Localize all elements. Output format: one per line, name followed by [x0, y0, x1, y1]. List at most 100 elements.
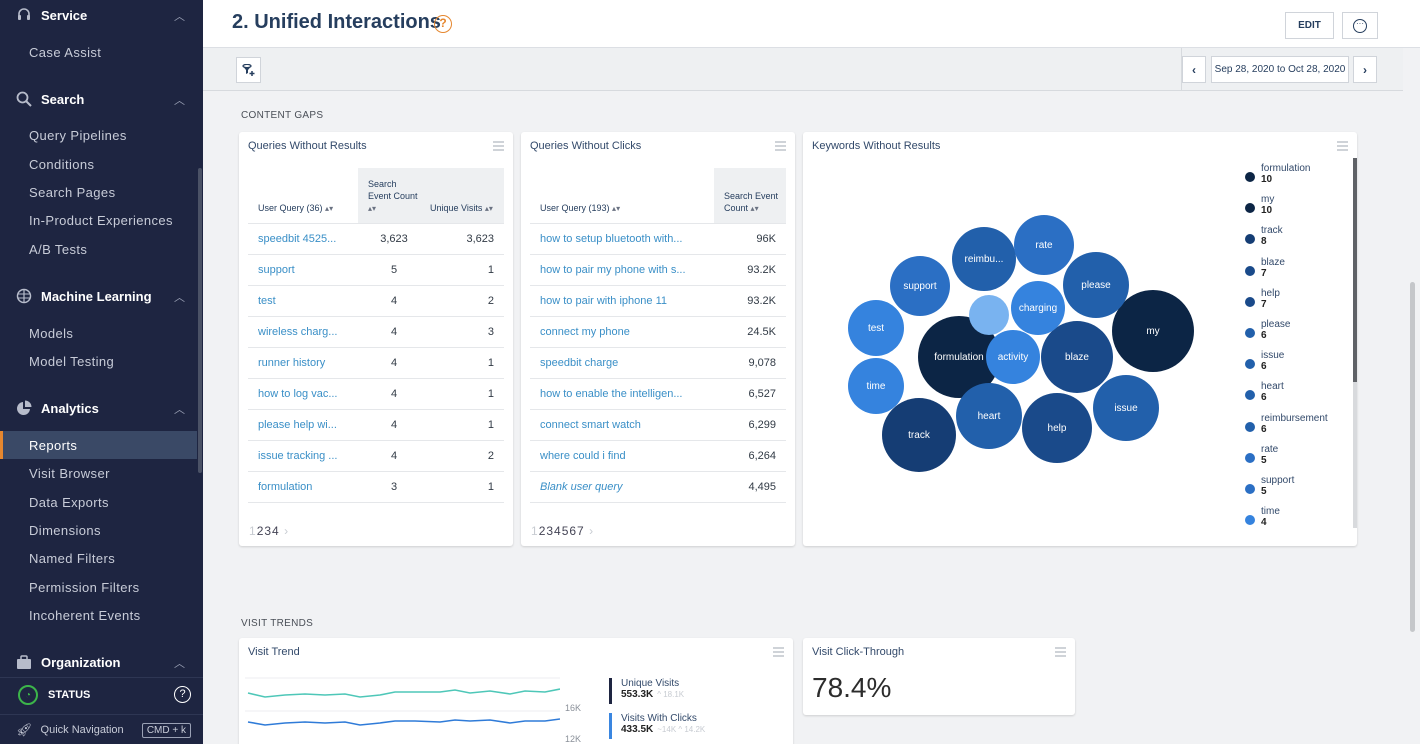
- table-row[interactable]: how to log vac... 4 1: [248, 377, 504, 409]
- query-link[interactable]: formulation: [248, 470, 358, 503]
- chevron-up-icon[interactable]: ︿: [174, 292, 185, 304]
- column-header-search-event-count[interactable]: Search Event Count ▴▾: [358, 168, 420, 223]
- table-row[interactable]: how to pair my phone with s... 93.2K: [530, 253, 786, 285]
- export-icon[interactable]: [1337, 141, 1348, 151]
- legend-item[interactable]: my 10: [1245, 194, 1274, 216]
- sidebar-item-model-testing[interactable]: Model Testing: [29, 353, 115, 369]
- table-row[interactable]: formulation 3 1: [248, 470, 504, 503]
- chevron-up-icon[interactable]: ︿: [174, 658, 185, 670]
- page-links[interactable]: 234: [256, 524, 280, 538]
- date-range-picker[interactable]: Sep 28, 2020 to Oct 28, 2020: [1211, 56, 1349, 83]
- query-link[interactable]: Blank user query: [530, 470, 714, 503]
- help-icon[interactable]: ?: [434, 15, 452, 33]
- bubble-help[interactable]: help: [1022, 393, 1092, 463]
- add-filter-button[interactable]: [236, 57, 261, 83]
- more-options-button[interactable]: ···: [1342, 12, 1378, 39]
- sidebar-item-reports[interactable]: Reports: [0, 431, 197, 459]
- sidebar-item-data-exports[interactable]: Data Exports: [29, 494, 109, 510]
- bubble-small[interactable]: [969, 295, 1009, 335]
- query-link[interactable]: wireless charg...: [248, 315, 358, 347]
- table-row[interactable]: connect my phone 24.5K: [530, 315, 786, 347]
- sidebar-item-in-product-experiences[interactable]: In-Product Experiences: [29, 212, 173, 228]
- sidebar-item-case-assist[interactable]: Case Assist: [29, 44, 102, 60]
- bubble-my[interactable]: my: [1112, 290, 1194, 372]
- query-link[interactable]: please help wi...: [248, 408, 358, 440]
- legend-item[interactable]: issue 6: [1245, 350, 1284, 372]
- table-row[interactable]: how to enable the intelligen... 6,527: [530, 377, 786, 409]
- sidebar-section-service[interactable]: Service ︿: [0, 0, 203, 30]
- sidebar-scrollbar[interactable]: [198, 168, 202, 473]
- export-icon[interactable]: [773, 647, 784, 657]
- status-bar[interactable]: ◔ STATUS ?: [0, 677, 203, 712]
- sidebar-item-models[interactable]: Models: [29, 325, 74, 341]
- legend-item[interactable]: support 5: [1245, 475, 1294, 497]
- query-link[interactable]: how to log vac...: [248, 377, 358, 409]
- query-link[interactable]: issue tracking ...: [248, 439, 358, 471]
- next-page-icon[interactable]: ›: [589, 524, 595, 538]
- query-link[interactable]: how to enable the intelligen...: [530, 377, 714, 409]
- sidebar-item-dimensions[interactable]: Dimensions: [29, 522, 101, 538]
- table-row[interactable]: how to pair with iphone 11 93.2K: [530, 284, 786, 316]
- table-row[interactable]: issue tracking ... 4 2: [248, 439, 504, 471]
- table-row[interactable]: Blank user query 4,495: [530, 470, 786, 503]
- quick-navigation[interactable]: 🚀︎ Quick Navigation CMD + k: [0, 714, 203, 744]
- query-link[interactable]: speedbit 4525...: [248, 222, 358, 254]
- legend-item[interactable]: help 7: [1245, 288, 1280, 310]
- table-row[interactable]: speedbit charge 9,078: [530, 346, 786, 378]
- help-icon[interactable]: ?: [174, 686, 191, 703]
- table-row[interactable]: runner history 4 1: [248, 346, 504, 378]
- bubble-rate[interactable]: rate: [1014, 215, 1074, 275]
- query-link[interactable]: connect smart watch: [530, 408, 714, 440]
- query-link[interactable]: how to setup bluetooth with...: [530, 222, 714, 254]
- chevron-up-icon[interactable]: ︿: [174, 404, 185, 416]
- bubble-activity[interactable]: activity: [986, 330, 1040, 384]
- chevron-up-icon[interactable]: ︿: [174, 95, 185, 107]
- sidebar-section-analytics[interactable]: Analytics ︿: [0, 393, 203, 423]
- table-row[interactable]: support 5 1: [248, 253, 504, 285]
- query-link[interactable]: speedbit charge: [530, 346, 714, 378]
- legend-item[interactable]: track 8: [1245, 225, 1283, 247]
- column-header-user-query[interactable]: User Query (193) ▴▾: [540, 202, 621, 213]
- sidebar-section-organization[interactable]: Organization ︿: [0, 647, 203, 677]
- export-icon[interactable]: [493, 141, 504, 151]
- chevron-up-icon[interactable]: ︿: [174, 11, 185, 23]
- page-links[interactable]: 234567: [538, 524, 585, 538]
- bubble-blaze[interactable]: blaze: [1041, 321, 1113, 393]
- legend-item[interactable]: reimbursement 6: [1245, 413, 1328, 435]
- sidebar-item-incoherent-events[interactable]: Incoherent Events: [29, 607, 141, 623]
- table-row[interactable]: test 4 2: [248, 284, 504, 316]
- sidebar-section-machine-learning[interactable]: Machine Learning ︿: [0, 281, 203, 311]
- export-icon[interactable]: [775, 141, 786, 151]
- legend-item[interactable]: rate 5: [1245, 444, 1278, 466]
- legend-item[interactable]: please 6: [1245, 319, 1290, 341]
- bubble-test[interactable]: test: [848, 300, 904, 356]
- table-row[interactable]: speedbit 4525... 3,623 3,623: [248, 222, 504, 254]
- legend-item[interactable]: time 4: [1245, 506, 1280, 528]
- legend-item[interactable]: heart 6: [1245, 381, 1284, 403]
- table-row[interactable]: wireless charg... 4 3: [248, 315, 504, 347]
- sidebar-item-search-pages[interactable]: Search Pages: [29, 184, 116, 200]
- sidebar-section-search[interactable]: Search ︿: [0, 84, 203, 114]
- bubble-reimbu[interactable]: reimbu...: [952, 227, 1016, 291]
- table-row[interactable]: how to setup bluetooth with... 96K: [530, 222, 786, 254]
- query-link[interactable]: connect my phone: [530, 315, 714, 347]
- column-header-user-query[interactable]: User Query (36) ▴▾: [258, 202, 334, 213]
- bubble-time[interactable]: time: [848, 358, 904, 414]
- legend-item[interactable]: formulation 10: [1245, 163, 1310, 185]
- sidebar-item-permission-filters[interactable]: Permission Filters: [29, 579, 140, 595]
- previous-period-button[interactable]: ‹: [1182, 56, 1206, 83]
- page-scrollbar[interactable]: [1410, 282, 1415, 632]
- query-link[interactable]: test: [248, 284, 358, 316]
- query-link[interactable]: where could i find: [530, 439, 714, 471]
- sidebar-item-visit-browser[interactable]: Visit Browser: [29, 465, 110, 481]
- sidebar-item-query-pipelines[interactable]: Query Pipelines: [29, 127, 127, 143]
- legend-scrollbar[interactable]: [1353, 158, 1357, 528]
- edit-button[interactable]: EDIT: [1285, 12, 1334, 39]
- next-page-icon[interactable]: ›: [284, 524, 290, 538]
- bubble-track[interactable]: track: [882, 398, 956, 472]
- sidebar-item-ab-tests[interactable]: A/B Tests: [29, 241, 88, 257]
- export-icon[interactable]: [1055, 647, 1066, 657]
- bubble-charging[interactable]: charging: [1011, 281, 1065, 335]
- table-row[interactable]: please help wi... 4 1: [248, 408, 504, 440]
- bubble-heart[interactable]: heart: [956, 383, 1022, 449]
